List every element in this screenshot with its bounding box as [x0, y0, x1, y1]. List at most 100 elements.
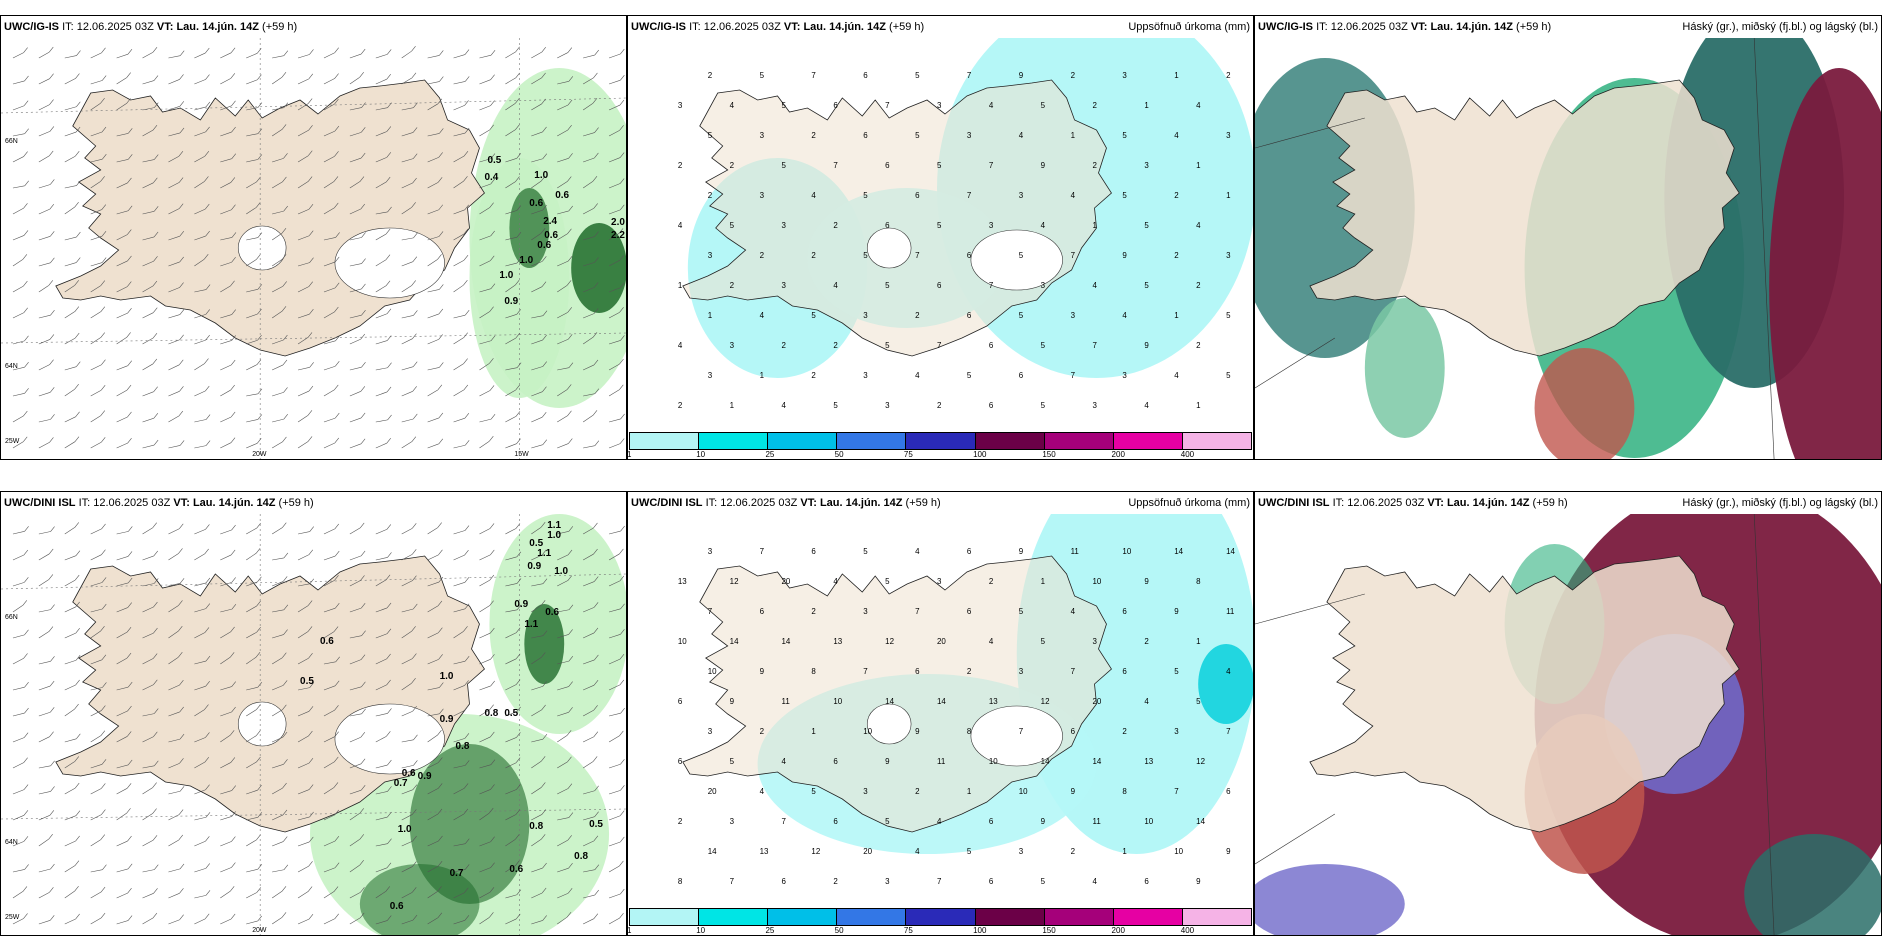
wind-barb — [453, 176, 468, 189]
wind-barb — [297, 385, 314, 397]
precip-total-label: 3 — [782, 281, 787, 290]
wind-barb — [557, 575, 573, 587]
grid-label-20w: 20W — [252, 451, 267, 458]
precip-total-label: 7 — [811, 71, 816, 80]
boundary-line — [1255, 117, 1365, 149]
wind-barb — [220, 757, 236, 769]
wind-barb — [427, 76, 444, 85]
precip-total-label: 5 — [1019, 251, 1024, 260]
wind-barb — [531, 578, 548, 587]
precip-map[interactable]: 3 7 6 5 4 6 9 11 10 14 14 13 12 20 4 5 3 2 1 10 9 8 7 6 2 3 7 6 5 4 6 9… — [628, 514, 1253, 935]
wind-barb — [194, 627, 210, 639]
wind-map[interactable]: 1.1 1.0 0.5 1.1 0.9 1.0 0.9 0.6 1.1 0.6 0.5 1.0 0.9 0… — [1, 514, 626, 935]
wind-barb — [453, 705, 469, 717]
precip-total-label: 6 — [678, 697, 683, 706]
precip-total-label: 2 — [811, 607, 816, 616]
precip-total-label: 9 — [915, 727, 920, 736]
wind-barb — [142, 708, 159, 717]
precip-total-label: 12 — [885, 637, 894, 646]
wind-barb — [479, 436, 494, 449]
wind-barb — [64, 436, 80, 449]
colorbar-label: 75 — [903, 926, 913, 935]
precip-total-label: 6 — [989, 341, 994, 350]
wind-barb — [505, 679, 521, 691]
wind-barb — [12, 864, 29, 873]
wind-barb — [142, 679, 158, 691]
valid-time: Lau. 14.jún. 14Z — [819, 497, 903, 509]
wind-barb — [531, 522, 546, 535]
precip-total-label: 1 — [678, 281, 683, 290]
wind-barb — [116, 229, 132, 241]
wind-barb — [531, 412, 547, 423]
wind-barb — [220, 811, 236, 821]
wind-barb — [583, 576, 599, 587]
wind-barb — [401, 177, 417, 189]
wind-barb — [453, 915, 470, 925]
wind-barb — [427, 627, 443, 639]
wind-barb — [323, 282, 340, 293]
precip-total-label: 10 — [1093, 577, 1102, 586]
wind-barb — [557, 99, 573, 111]
wind-barb — [271, 912, 287, 925]
wind-barb — [168, 863, 185, 873]
wind-map[interactable]: 0.5 1.0 0.6 0.6 2.4 0.6 0.6 1.0 1.0 0.9 2.0 2.2 0.4 2… — [1, 38, 626, 459]
wind-barb — [349, 310, 366, 319]
precip-value-label: 1.0 — [519, 255, 533, 266]
cloud-map[interactable] — [1255, 514, 1881, 935]
wind-barb — [246, 102, 263, 111]
wind-barb — [271, 281, 287, 293]
cloud-map-canvas — [1255, 38, 1881, 459]
wind-barb — [401, 678, 416, 691]
wind-barb — [38, 707, 55, 717]
wind-barb — [194, 913, 210, 925]
wind-barb — [557, 549, 573, 561]
wind-barb — [38, 915, 55, 925]
wind-barb — [12, 335, 29, 345]
wind-barb — [323, 575, 339, 587]
precip-total-label: 3 — [967, 131, 972, 140]
colorbar-swatch — [837, 433, 907, 449]
wind-barb — [116, 915, 133, 925]
wind-barb — [531, 782, 546, 795]
wind-barb — [375, 308, 392, 319]
cloud-map[interactable] — [1255, 38, 1881, 459]
precip-total-label: 13 — [678, 577, 687, 586]
wind-barb — [608, 255, 624, 267]
wind-barb — [220, 549, 236, 561]
wind-barb — [557, 862, 573, 873]
wind-barb — [272, 864, 289, 873]
wind-barb — [479, 600, 494, 613]
wind-barb — [375, 335, 392, 345]
wind-barb — [583, 152, 599, 163]
precip-value-label: 0.5 — [300, 676, 314, 687]
precip-total-label: 3 — [782, 221, 787, 230]
wind-barb — [168, 758, 184, 769]
wind-barb — [168, 74, 184, 85]
wind-barb — [349, 575, 365, 587]
wind-barb — [90, 759, 107, 769]
precip-total-label: 5 — [1144, 281, 1149, 290]
wind-barb — [608, 335, 625, 345]
wind-barb — [38, 656, 55, 665]
wind-barb — [38, 574, 54, 587]
wind-barb — [349, 72, 364, 85]
precip-total-label: 3 — [1122, 371, 1127, 380]
wind-barb — [246, 176, 261, 189]
precip-total-label: 3 — [1019, 191, 1024, 200]
wind-barb — [583, 308, 599, 319]
wind-barb — [38, 731, 54, 743]
wind-barb — [168, 151, 184, 163]
precip-total-label: 9 — [1041, 817, 1046, 826]
wind-barb — [194, 524, 210, 535]
wind-barb — [375, 176, 391, 189]
wind-barb — [323, 412, 340, 423]
wind-barb — [246, 522, 261, 535]
precip-total-label: 2 — [967, 667, 972, 676]
wind-barb — [12, 436, 28, 449]
precip-total-label: 4 — [782, 757, 787, 766]
wind-barb — [297, 682, 314, 691]
wind-barb — [116, 652, 132, 665]
wind-barb — [375, 653, 391, 665]
wind-barb — [608, 358, 624, 371]
